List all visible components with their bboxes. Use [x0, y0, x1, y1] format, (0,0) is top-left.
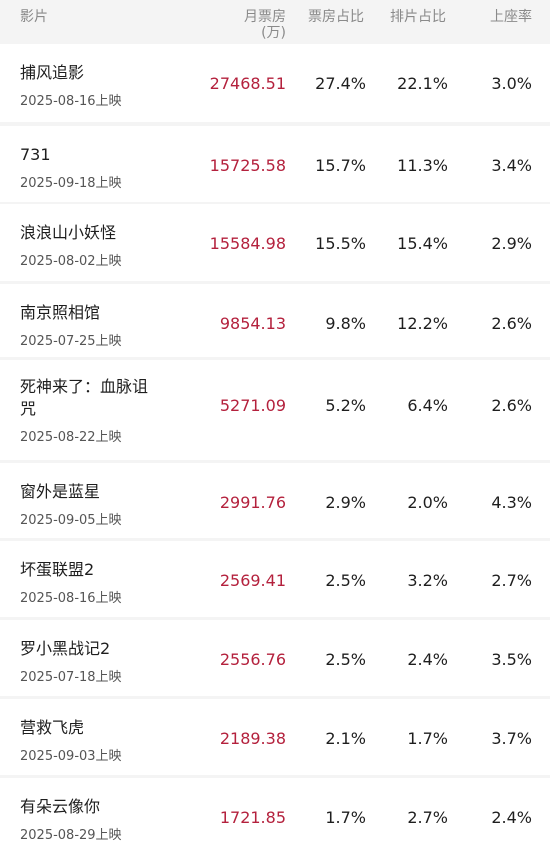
movie-title: 捕风追影	[20, 63, 85, 82]
box-share-value: 27.4%	[315, 74, 366, 93]
schedule-share-value: 6.4%	[407, 396, 448, 415]
table-row[interactable]: 捕风追影 2025-08-16上映 27468.51 27.4% 22.1% 3.0%	[0, 44, 550, 122]
box-office-value: 9854.13	[219, 314, 286, 333]
table-row[interactable]: 死神来了：血脉诅咒 2025-08-22上映 5271.09 5.2% 6.4% 2.6%	[0, 360, 550, 460]
occupancy-value: 3.0%	[491, 74, 532, 93]
table-row[interactable]: 营救飞虎 2025-09-03上映 2189.38 2.1% 1.7% 3.7%	[0, 699, 550, 775]
release-date: 2025-07-25上映	[20, 334, 122, 349]
release-date: 2025-07-18上映	[20, 670, 122, 685]
release-date: 2025-09-18上映	[20, 176, 122, 191]
header-box-line1: 月票房	[244, 9, 286, 25]
movie-title: 营救飞虎	[20, 718, 85, 737]
table-row[interactable]: 浪浪山小妖怪 2025-08-02上映 15584.98 15.5% 15.4% 2.9%	[0, 204, 550, 281]
occupancy-value: 2.7%	[491, 571, 532, 590]
box-share-value: 15.5%	[315, 234, 366, 253]
movie-title: 731	[20, 145, 51, 164]
header-box-line2: (万)	[261, 25, 286, 41]
schedule-share-value: 1.7%	[407, 729, 448, 748]
movie-title: 南京照相馆	[20, 303, 101, 322]
table-row[interactable]: 坏蛋联盟2 2025-08-16上映 2569.41 2.5% 3.2% 2.7%	[0, 541, 550, 617]
box-office-value: 2189.38	[219, 729, 286, 748]
box-share-value: 2.5%	[325, 650, 366, 669]
release-date: 2025-09-05上映	[20, 513, 122, 528]
release-date: 2025-09-03上映	[20, 749, 122, 764]
schedule-share-value: 11.3%	[397, 156, 448, 175]
occupancy-value: 2.6%	[491, 396, 532, 415]
movie-title: 有朵云像你	[20, 797, 101, 816]
box-office-value: 2556.76	[219, 650, 286, 669]
table-row[interactable]: 731 2025-09-18上映 15725.58 15.7% 11.3% 3.4%	[0, 126, 550, 202]
occupancy-value: 3.4%	[491, 156, 532, 175]
release-date: 2025-08-16上映	[20, 591, 122, 606]
movie-title: 死神来了：血脉诅咒	[20, 377, 149, 418]
box-office-value: 15584.98	[209, 234, 286, 253]
box-share-value: 5.2%	[325, 396, 366, 415]
header-schedule-share: 排片占比	[390, 9, 446, 25]
box-office-value: 1721.85	[219, 808, 286, 827]
release-date: 2025-08-16上映	[20, 94, 122, 109]
schedule-share-value: 22.1%	[397, 74, 448, 93]
movie-title: 罗小黑战记2	[20, 639, 111, 658]
table-row[interactable]: 窗外是蓝星 2025-09-05上映 2991.76 2.9% 2.0% 4.3%	[0, 463, 550, 538]
release-date: 2025-08-02上映	[20, 254, 122, 269]
table-row[interactable]: 有朵云像你 2025-08-29上映 1721.85 1.7% 2.7% 2.4%	[0, 778, 550, 858]
header-box-share: 票房占比	[308, 9, 364, 25]
release-date: 2025-08-29上映	[20, 828, 122, 843]
header-occupancy: 上座率	[490, 9, 532, 25]
occupancy-value: 3.7%	[491, 729, 532, 748]
box-office-value: 27468.51	[209, 74, 286, 93]
schedule-share-value: 2.4%	[407, 650, 448, 669]
schedule-share-value: 2.0%	[407, 493, 448, 512]
movie-title: 坏蛋联盟2	[20, 560, 95, 579]
schedule-share-value: 3.2%	[407, 571, 448, 590]
occupancy-value: 2.4%	[491, 808, 532, 827]
box-office-value: 2991.76	[219, 493, 286, 512]
occupancy-value: 3.5%	[491, 650, 532, 669]
box-share-value: 2.9%	[325, 493, 366, 512]
box-share-value: 2.1%	[325, 729, 366, 748]
occupancy-value: 2.6%	[491, 314, 532, 333]
box-share-value: 15.7%	[315, 156, 366, 175]
schedule-share-value: 15.4%	[397, 234, 448, 253]
schedule-share-value: 12.2%	[397, 314, 448, 333]
box-share-value: 9.8%	[325, 314, 366, 333]
header-film: 影片	[20, 9, 48, 25]
box-office-value: 5271.09	[219, 396, 286, 415]
header-monthly-box-office: 月票房 (万)	[244, 9, 286, 41]
occupancy-value: 4.3%	[491, 493, 532, 512]
schedule-share-value: 2.7%	[407, 808, 448, 827]
table-row[interactable]: 罗小黑战记2 2025-07-18上映 2556.76 2.5% 2.4% 3.5%	[0, 620, 550, 696]
occupancy-value: 2.9%	[491, 234, 532, 253]
movie-title: 浪浪山小妖怪	[20, 223, 117, 242]
table-header: 影片 月票房 (万) 票房占比 排片占比 上座率	[0, 0, 550, 44]
box-office-value: 15725.58	[209, 156, 286, 175]
movie-title: 窗外是蓝星	[20, 482, 101, 501]
box-share-value: 1.7%	[325, 808, 366, 827]
box-share-value: 2.5%	[325, 571, 366, 590]
table-row[interactable]: 南京照相馆 2025-07-25上映 9854.13 9.8% 12.2% 2.6%	[0, 284, 550, 357]
release-date: 2025-08-22上映	[20, 430, 122, 445]
box-office-value: 2569.41	[219, 571, 286, 590]
